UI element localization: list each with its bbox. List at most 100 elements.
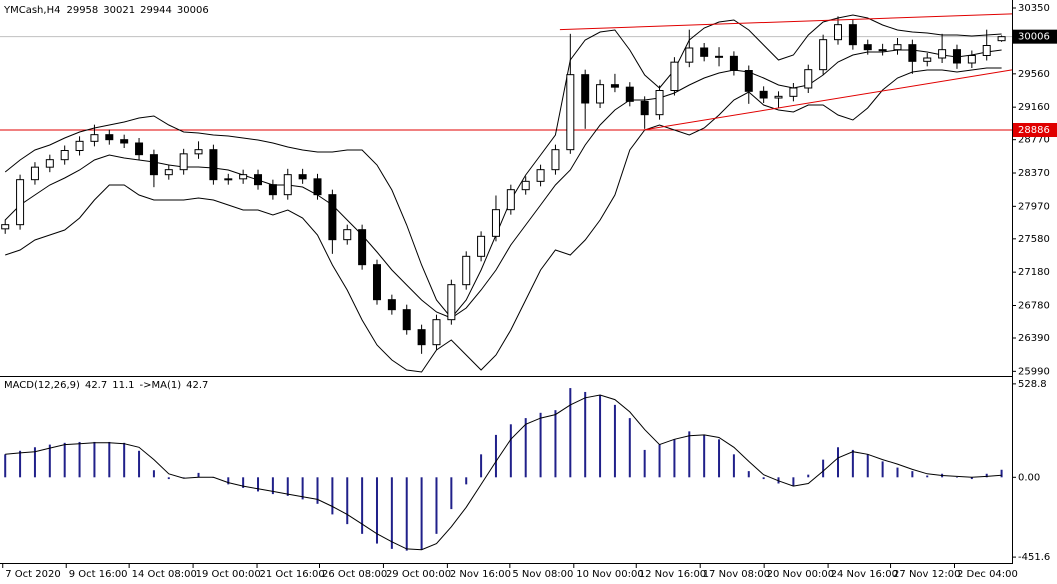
macd-bar	[375, 477, 378, 544]
candle-body	[1, 224, 10, 230]
macd-bar	[182, 477, 185, 478]
macd-bar	[435, 477, 438, 534]
current-price-box	[1013, 29, 1057, 44]
signal-line	[5, 394, 1002, 551]
macd-bar	[509, 424, 512, 478]
x-tick-label: 7 Oct 2020	[5, 569, 60, 580]
x-tick-label: 10 Nov 00:00	[576, 569, 643, 580]
macd-bar	[837, 447, 840, 478]
macd-bar	[286, 477, 289, 496]
candle-body	[491, 209, 500, 237]
macd-bar	[48, 444, 51, 478]
macd-bar	[33, 447, 36, 478]
symbol: YMCash,H4	[3, 5, 60, 16]
candle-body	[90, 134, 99, 142]
y-tick-label: 28770	[1018, 135, 1050, 146]
candle-body	[670, 61, 679, 92]
candle-body	[834, 24, 843, 41]
candle-body	[328, 194, 337, 241]
x-tick-label: 12 Nov 16:00	[639, 569, 706, 580]
candle-body	[848, 24, 857, 46]
y-tick-label: 27970	[1018, 201, 1050, 212]
macd-bar	[613, 404, 616, 478]
candle-body	[581, 74, 590, 104]
main-header: YMCash,H4 29958 30021 29944 30006	[3, 5, 209, 16]
macd-bar	[539, 412, 542, 478]
candle-body	[729, 55, 738, 71]
candle-body	[194, 149, 203, 155]
macd-bar	[480, 454, 483, 478]
candle-body	[120, 139, 129, 144]
macd-bar	[822, 459, 825, 478]
candle-body	[566, 74, 575, 151]
macd-last: 42.7	[186, 380, 208, 391]
macd-bar	[628, 418, 631, 478]
macd-bar	[673, 439, 676, 478]
macd-bar	[316, 477, 319, 504]
y-tick-label: 0.00	[1018, 472, 1040, 483]
signal-last: 11.1	[112, 380, 134, 391]
macd-bar	[926, 475, 929, 478]
macd-bar	[227, 477, 230, 485]
candle-body	[16, 179, 25, 226]
candle-body	[179, 153, 188, 171]
macd-bar	[807, 474, 810, 478]
candle-body	[254, 174, 263, 186]
macd-bar	[257, 477, 260, 492]
macd-bar	[881, 461, 884, 478]
candle-body	[164, 169, 173, 176]
candle-body	[462, 255, 471, 286]
candle-body	[283, 174, 292, 196]
macd-bar	[390, 477, 393, 549]
candle-body	[149, 154, 158, 176]
trend-line	[559, 13, 1013, 31]
macd-bar	[747, 471, 750, 478]
candle-body	[358, 229, 367, 266]
macd-bar	[569, 388, 572, 478]
x-tick-label: 24 Nov 16:00	[831, 569, 898, 580]
macd-bar	[197, 472, 200, 478]
candle-body	[268, 184, 277, 196]
macd-bar	[524, 418, 527, 478]
macd-bar	[152, 470, 155, 478]
candle-body	[610, 84, 619, 88]
last-close: 30006	[177, 5, 209, 16]
candle-body	[789, 87, 798, 97]
macd-bar	[405, 477, 408, 551]
candle-body	[477, 235, 486, 257]
macd-bar	[167, 477, 170, 480]
macd-bar	[911, 471, 914, 478]
y-tick-label: 528.8	[1018, 379, 1047, 390]
macd-bar	[866, 454, 869, 478]
candle-body	[804, 69, 813, 89]
x-tick-label: 17 Nov 08:00	[703, 569, 770, 580]
candle-body	[506, 189, 515, 211]
y-tick-label: 26390	[1018, 333, 1050, 344]
candle-body	[402, 309, 411, 331]
candle-body	[521, 180, 530, 191]
candle-body	[759, 90, 768, 99]
current-price-label: 30006	[1018, 32, 1050, 43]
candle-body	[536, 169, 545, 182]
y-tick-label: 29160	[1018, 102, 1050, 113]
x-tick-label: 26 Oct 08:00	[322, 569, 387, 580]
x-tick-label: 21 Oct 16:00	[260, 569, 325, 580]
macd-bar	[688, 431, 691, 478]
candle-body	[30, 166, 39, 181]
macd-bar	[63, 442, 66, 478]
macd-bar	[584, 391, 587, 478]
macd-bar	[762, 477, 765, 480]
macd-bar	[792, 477, 795, 487]
signal-label: ->MA(1)	[139, 380, 181, 391]
x-tick-label: 5 Nov 08:00	[512, 569, 573, 580]
macd-header: MACD(12,26,9) 42.7 11.1 ->MA(1) 42.7	[4, 380, 208, 391]
candle-body	[700, 47, 709, 57]
trend-line	[643, 69, 1013, 131]
candle-body	[75, 140, 84, 151]
macd-panel: 528.8 0.00 -451.6 7 Oct 2020 9 Oct 16:00 14 O…	[2, 379, 1050, 580]
macd-bar	[108, 441, 111, 478]
macd-bar	[242, 477, 245, 488]
candle-body	[819, 39, 828, 71]
macd-bar	[554, 410, 557, 478]
